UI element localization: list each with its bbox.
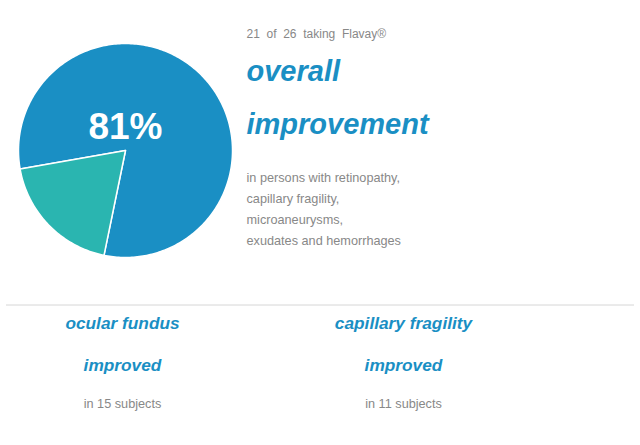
svg-text:in 11 subjects: in 11 subjects	[365, 397, 442, 411]
svg-text:improved: improved	[84, 355, 162, 375]
svg-text:21 of 26 taking Flavay®: 21 of 26 taking Flavay®	[247, 27, 387, 41]
svg-text:in 15 subjects: in 15 subjects	[84, 397, 162, 411]
svg-text:improved: improved	[365, 355, 443, 375]
svg-text:improvement: improvement	[247, 108, 430, 140]
svg-text:in persons with retinopathy,ca: in persons with retinopathy,capillary fr…	[247, 171, 401, 248]
svg-text:81%: 81%	[88, 106, 162, 147]
svg-text:capillary fragility: capillary fragility	[335, 313, 474, 333]
svg-text:overall: overall	[247, 55, 341, 87]
svg-text:ocular fundus: ocular fundus	[65, 313, 180, 333]
